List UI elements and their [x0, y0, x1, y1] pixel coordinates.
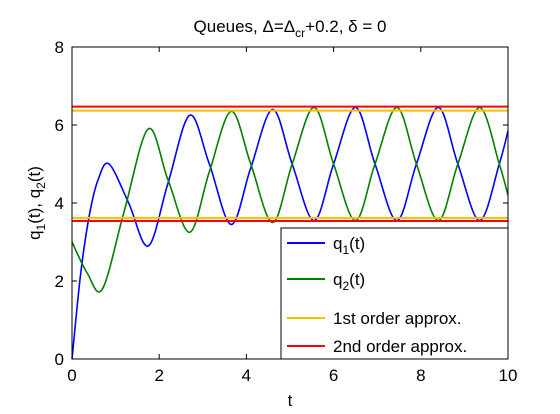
text-part: +0.2, δ = 0	[305, 17, 386, 36]
legend-label: q1(t)	[333, 234, 365, 257]
text-part: q	[25, 230, 44, 239]
y-tick-label: 4	[55, 194, 64, 213]
x-tick-label: 4	[242, 366, 251, 385]
legend-label: q2(t)	[333, 270, 365, 293]
y-tick-label: 2	[55, 272, 64, 291]
x-tick-label: 6	[329, 366, 338, 385]
subscript: 1	[342, 243, 349, 257]
legend-label: 1st order approx.	[333, 309, 462, 328]
text-part: (t), q	[25, 189, 44, 224]
x-tick-label: 8	[416, 366, 425, 385]
subscript: 1	[34, 223, 48, 230]
x-tick-label: 10	[499, 366, 518, 385]
subscript: 2	[342, 279, 349, 293]
x-tick-label: 2	[154, 366, 163, 385]
text-part: q	[333, 270, 342, 289]
y-axis-label: q1(t), q2(t)	[25, 166, 48, 240]
series-line	[71, 106, 509, 293]
x-tick-label: 0	[67, 366, 76, 385]
legend-label: 2nd order approx.	[333, 337, 467, 356]
text-part: Queues, Δ=Δ	[194, 17, 296, 36]
text-part: (t)	[349, 234, 365, 253]
y-tick-label: 8	[55, 38, 64, 57]
text-part: (t)	[25, 166, 44, 182]
subscript: 2	[34, 182, 48, 189]
x-axis-label: t	[288, 391, 293, 410]
chart-title: Queues, Δ=Δcr+0.2, δ = 0	[194, 17, 387, 40]
subscript: cr	[295, 26, 305, 40]
text-part: q	[333, 234, 342, 253]
y-tick-label: 0	[55, 350, 64, 369]
text-part: (t)	[349, 270, 365, 289]
legend-box	[280, 227, 509, 360]
y-tick-label: 6	[55, 116, 64, 135]
